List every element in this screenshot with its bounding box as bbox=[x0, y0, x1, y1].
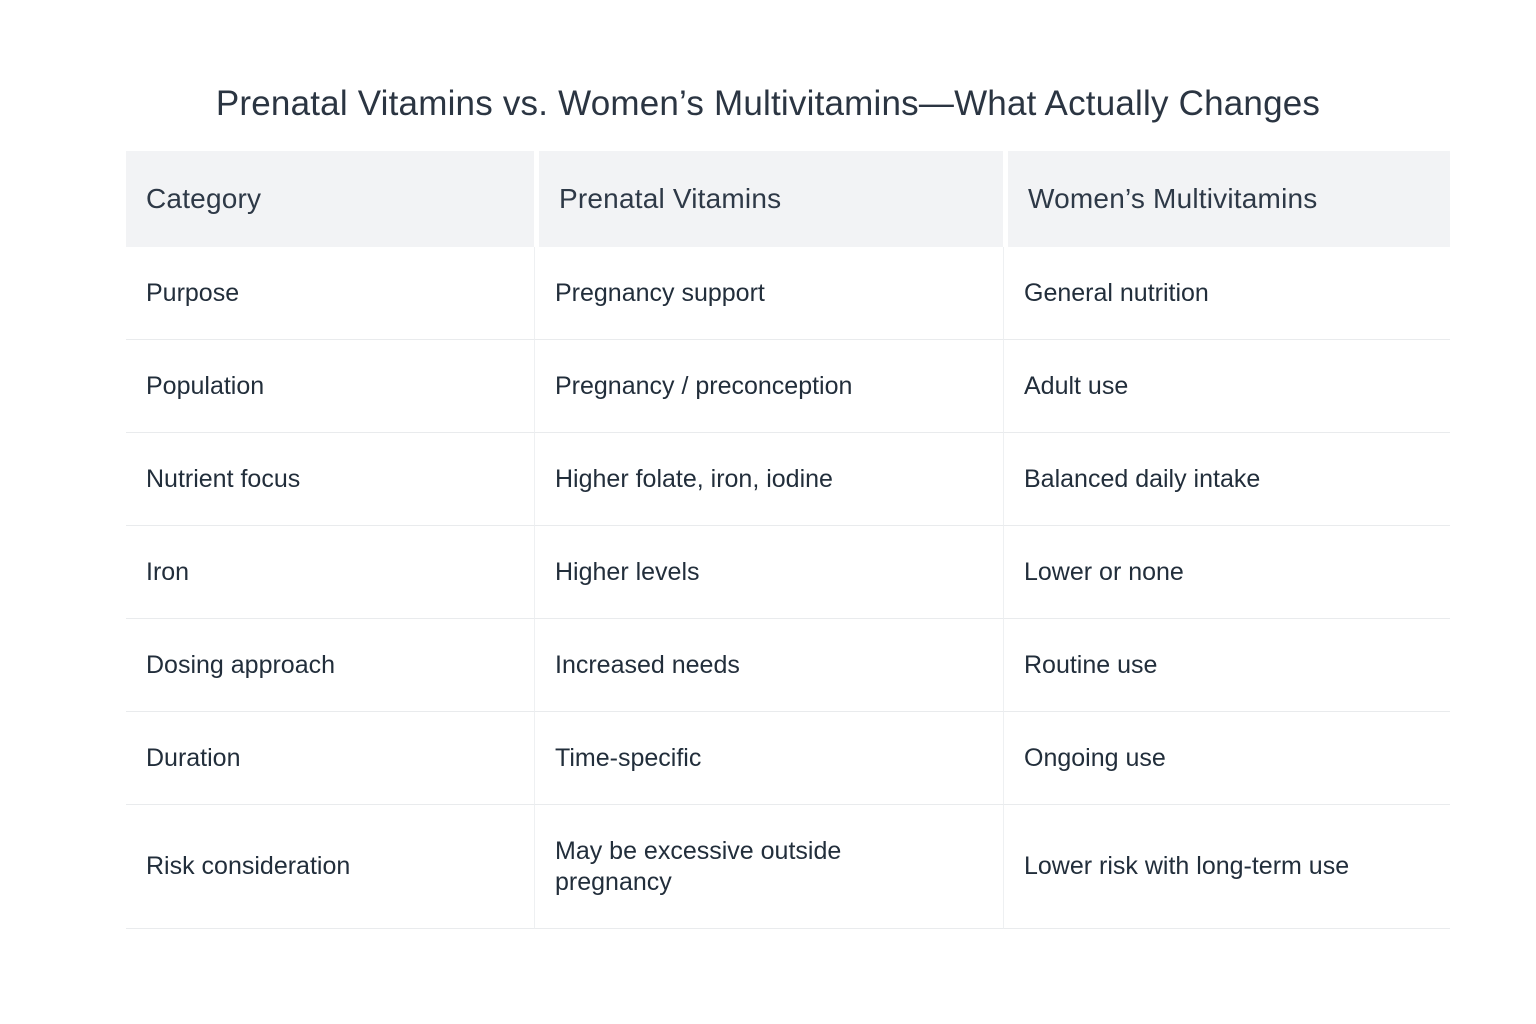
page-title: Prenatal Vitamins vs. Women’s Multivitam… bbox=[215, 84, 1321, 123]
cell-prenatal: Time-specific bbox=[534, 712, 1003, 805]
cell-prenatal: Pregnancy support bbox=[534, 247, 1003, 340]
cell-multivitamin: Lower or none bbox=[1003, 526, 1450, 619]
comparison-table: Category Prenatal Vitamins Women’s Multi… bbox=[126, 151, 1450, 929]
column-header-prenatal-vitamins: Prenatal Vitamins bbox=[534, 151, 1003, 247]
table-row-dosing-approach: Dosing approach Increased needs Routine … bbox=[126, 619, 1450, 712]
cell-category: Nutrient focus bbox=[126, 433, 534, 526]
cell-multivitamin: Lower risk with long-term use bbox=[1003, 805, 1450, 929]
column-header-womens-multivitamins: Women’s Multivitamins bbox=[1003, 151, 1450, 247]
cell-category: Risk consideration bbox=[126, 805, 534, 929]
cell-category: Dosing approach bbox=[126, 619, 534, 712]
cell-prenatal: Higher levels bbox=[534, 526, 1003, 619]
cell-category: Iron bbox=[126, 526, 534, 619]
cell-prenatal: Pregnancy / preconception bbox=[534, 340, 1003, 433]
cell-multivitamin: Ongoing use bbox=[1003, 712, 1450, 805]
table-row-nutrient-focus: Nutrient focus Higher folate, iron, iodi… bbox=[126, 433, 1450, 526]
table-header-row: Category Prenatal Vitamins Women’s Multi… bbox=[126, 151, 1450, 247]
cell-multivitamin: Balanced daily intake bbox=[1003, 433, 1450, 526]
cell-multivitamin: Routine use bbox=[1003, 619, 1450, 712]
column-header-category: Category bbox=[126, 151, 534, 247]
cell-category: Purpose bbox=[126, 247, 534, 340]
cell-prenatal: May be excessive outside pregnancy bbox=[534, 805, 1003, 929]
table-row-iron: Iron Higher levels Lower or none bbox=[126, 526, 1450, 619]
table-row-population: Population Pregnancy / preconception Adu… bbox=[126, 340, 1450, 433]
cell-category: Population bbox=[126, 340, 534, 433]
table-row-risk-consideration: Risk consideration May be excessive outs… bbox=[126, 805, 1450, 929]
cell-multivitamin: General nutrition bbox=[1003, 247, 1450, 340]
cell-multivitamin: Adult use bbox=[1003, 340, 1450, 433]
table-row-duration: Duration Time-specific Ongoing use bbox=[126, 712, 1450, 805]
table-row-purpose: Purpose Pregnancy support General nutrit… bbox=[126, 247, 1450, 340]
cell-prenatal: Higher folate, iron, iodine bbox=[534, 433, 1003, 526]
cell-prenatal: Increased needs bbox=[534, 619, 1003, 712]
cell-category: Duration bbox=[126, 712, 534, 805]
